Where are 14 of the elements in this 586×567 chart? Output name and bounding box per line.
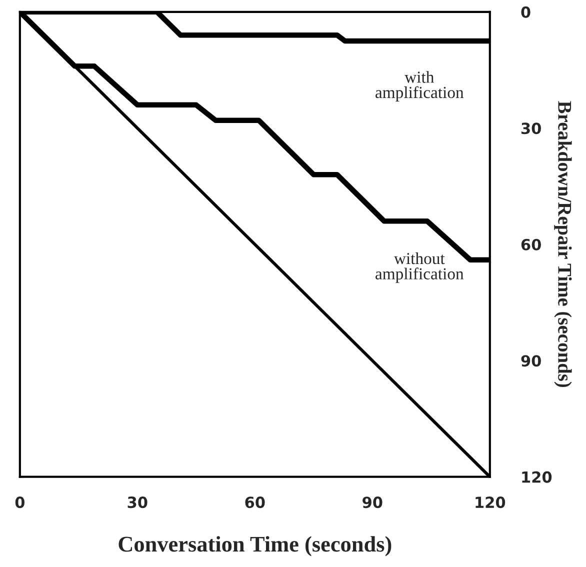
- y-tick-label: 30: [521, 122, 541, 134]
- y-tick-label: 0: [521, 6, 530, 18]
- x-tick-label: 120: [476, 496, 506, 508]
- annotation: with amplification: [376, 71, 464, 102]
- y-axis-title: Breakdown/Repair Time (seconds): [554, 101, 572, 388]
- x-tick-label: 90: [362, 496, 382, 508]
- x-axis-title: Conversation Time (seconds): [118, 536, 392, 556]
- y-tick-label: 60: [521, 238, 541, 250]
- annotation: without amplification: [376, 252, 464, 283]
- x-tick-label: 0: [15, 496, 25, 508]
- x-tick-label: 60: [245, 496, 265, 508]
- x-tick-label: 30: [128, 496, 148, 508]
- y-tick-label: 120: [522, 471, 552, 483]
- y-tick-label: 90: [521, 355, 541, 367]
